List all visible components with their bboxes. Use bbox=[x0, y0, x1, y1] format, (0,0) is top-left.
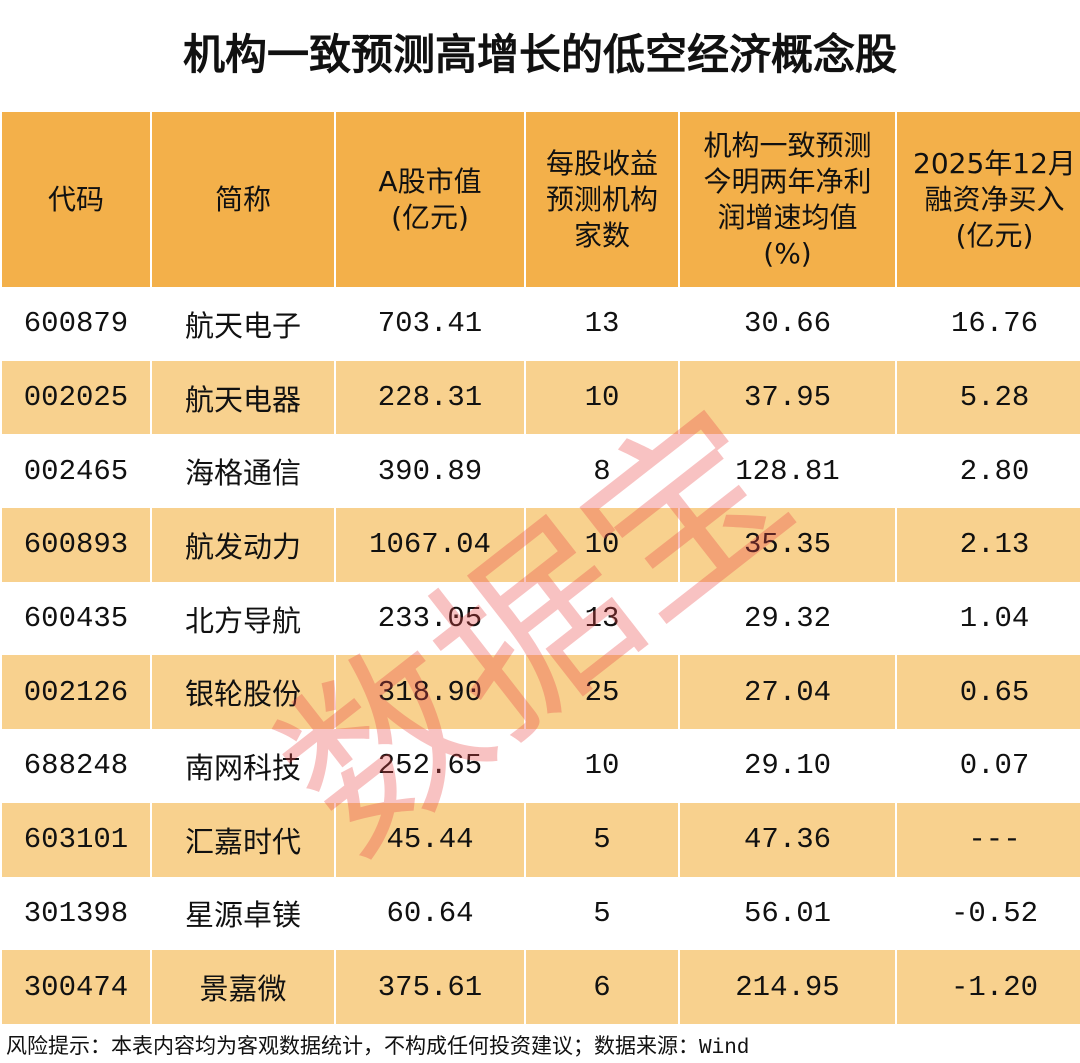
table-cell: 390.89 bbox=[334, 434, 526, 509]
table-cell: 688248 bbox=[0, 729, 152, 803]
table-row: 002465 海格通信 390.89 8 128.81 2.80 bbox=[0, 434, 1080, 509]
table-cell: 29.10 bbox=[678, 729, 897, 803]
header-line: 每股收益 bbox=[545, 146, 658, 180]
header-line: 润增速均值 bbox=[717, 200, 858, 234]
table-cell: 10 bbox=[524, 729, 680, 803]
table-cell: 30.66 bbox=[678, 287, 897, 361]
title: 机构一致预测高增长的低空经济概念股 bbox=[182, 30, 897, 79]
table-cell: 0.65 bbox=[895, 655, 1080, 730]
header-line: 代码 bbox=[47, 182, 104, 216]
table-cell: 60.64 bbox=[334, 876, 526, 951]
table-cell: 5 bbox=[524, 876, 680, 951]
table-cell: 703.41 bbox=[334, 287, 526, 361]
header-line: A股市值 bbox=[378, 164, 482, 198]
table-cell: 25 bbox=[524, 655, 680, 730]
header-line: 机构一致预测 bbox=[703, 128, 872, 162]
table-cell: 002126 bbox=[0, 655, 152, 730]
table-row: 600435 北方导航 233.05 13 29.32 1.04 bbox=[0, 581, 1080, 656]
table-cell: 5 bbox=[524, 802, 680, 877]
table-cell: 300474 bbox=[0, 950, 152, 1024]
table-cell: 600893 bbox=[0, 508, 152, 582]
table-cell: 航天电子 bbox=[150, 287, 336, 361]
table-cell: 13 bbox=[524, 287, 680, 361]
table-cell: 10 bbox=[524, 360, 680, 435]
header-cell: 机构一致预测 今明两年净利 润增速均值 (%) bbox=[678, 112, 897, 287]
header-line: 预测机构 bbox=[545, 182, 658, 216]
header-line: (亿元) bbox=[391, 200, 469, 234]
footer-note: 风险提示：本表内容均为客观数据统计，不构成任何投资建议；数据来源：Wind bbox=[6, 1037, 750, 1060]
table-cell: 航天电器 bbox=[150, 360, 336, 435]
header-cell: 2025年12月 融资净买入 (亿元) bbox=[895, 112, 1080, 287]
header-line: 今明两年净利 bbox=[703, 164, 872, 198]
table-cell: 海格通信 bbox=[150, 434, 336, 509]
table-row: 603101 汇嘉时代 45.44 5 47.36 --- bbox=[0, 802, 1080, 877]
table-row: 002025 航天电器 228.31 10 37.95 5.28 bbox=[0, 360, 1080, 435]
header-cell: 每股收益 预测机构 家数 bbox=[524, 112, 680, 287]
table-cell: -1.20 bbox=[895, 950, 1080, 1024]
table-cell: 128.81 bbox=[678, 434, 897, 509]
header-cell: A股市值 (亿元) bbox=[334, 112, 526, 287]
table-row: 600893 航发动力 1067.04 10 35.35 2.13 bbox=[0, 508, 1080, 582]
table-body: 600879 航天电子 703.41 13 30.66 16.76 002025 航天电器 22… bbox=[0, 287, 1080, 1024]
table-cell: 8 bbox=[524, 434, 680, 509]
table-cell: 252.65 bbox=[334, 729, 526, 803]
table-cell: 27.04 bbox=[678, 655, 897, 730]
table-cell: 002465 bbox=[0, 434, 152, 509]
table-cell: 47.36 bbox=[678, 802, 897, 877]
table-cell: 318.90 bbox=[334, 655, 526, 730]
header-line: 2025年12月 bbox=[913, 146, 1076, 180]
table-row: 600879 航天电子 703.41 13 30.66 16.76 bbox=[0, 287, 1080, 361]
header-line: (%) bbox=[763, 236, 812, 270]
table-cell: 37.95 bbox=[678, 360, 897, 435]
table-cell: 233.05 bbox=[334, 581, 526, 656]
table-cell: 南网科技 bbox=[150, 729, 336, 803]
header-line: 家数 bbox=[573, 218, 630, 252]
header-cell: 代码 bbox=[0, 112, 152, 287]
header-line: (亿元) bbox=[955, 218, 1034, 252]
table-cell: -0.52 bbox=[895, 876, 1080, 951]
table-row: 301398 星源卓镁 60.64 5 56.01 -0.52 bbox=[0, 876, 1080, 951]
table-cell: 603101 bbox=[0, 802, 152, 877]
table-cell: 2.13 bbox=[895, 508, 1080, 582]
table-cell: 1067.04 bbox=[334, 508, 526, 582]
table-cell: 29.32 bbox=[678, 581, 897, 656]
table-row: 002126 银轮股份 318.90 25 27.04 0.65 bbox=[0, 655, 1080, 730]
table-cell: 228.31 bbox=[334, 360, 526, 435]
table-cell: 16.76 bbox=[895, 287, 1080, 361]
table-cell: 600435 bbox=[0, 581, 152, 656]
table-cell: 10 bbox=[524, 508, 680, 582]
header-cell: 简称 bbox=[150, 112, 336, 287]
header-line: 简称 bbox=[214, 182, 271, 216]
header-line: 融资净买入 bbox=[924, 182, 1065, 216]
table-cell: 301398 bbox=[0, 876, 152, 951]
data-table: 代码 简称 A股市值 (亿元) 每股收益 预测机构 家数 机构一致预测 今明两年净利 润增速均值(… bbox=[0, 112, 1080, 1024]
table-cell: 56.01 bbox=[678, 876, 897, 951]
table-row: 300474 景嘉微 375.61 6 214.95 -1.20 bbox=[0, 950, 1080, 1024]
table-cell: 北方导航 bbox=[150, 581, 336, 656]
table-cell: 13 bbox=[524, 581, 680, 656]
table-cell: 5.28 bbox=[895, 360, 1080, 435]
table-cell: 景嘉微 bbox=[150, 950, 336, 1024]
table-cell: 002025 bbox=[0, 360, 152, 435]
table-cell: --- bbox=[895, 802, 1080, 877]
table-cell: 214.95 bbox=[678, 950, 897, 1024]
table-cell: 600879 bbox=[0, 287, 152, 361]
table-cell: 1.04 bbox=[895, 581, 1080, 656]
table-row: 688248 南网科技 252.65 10 29.10 0.07 bbox=[0, 729, 1080, 803]
header-row: 代码 简称 A股市值 (亿元) 每股收益 预测机构 家数 机构一致预测 今明两年净利 润增速均值(… bbox=[0, 112, 1080, 287]
table-cell: 2.80 bbox=[895, 434, 1080, 509]
table-cell: 6 bbox=[524, 950, 680, 1024]
table-cell: 375.61 bbox=[334, 950, 526, 1024]
table-cell: 汇嘉时代 bbox=[150, 802, 336, 877]
table-cell: 星源卓镁 bbox=[150, 876, 336, 951]
table-cell: 银轮股份 bbox=[150, 655, 336, 730]
table-cell: 0.07 bbox=[895, 729, 1080, 803]
table-cell: 45.44 bbox=[334, 802, 526, 877]
table-cell: 35.35 bbox=[678, 508, 897, 582]
table-cell: 航发动力 bbox=[150, 508, 336, 582]
